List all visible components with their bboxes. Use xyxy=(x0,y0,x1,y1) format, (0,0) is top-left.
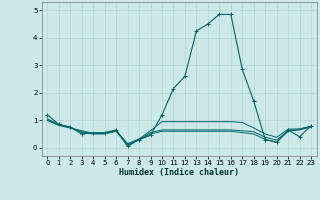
X-axis label: Humidex (Indice chaleur): Humidex (Indice chaleur) xyxy=(119,168,239,177)
